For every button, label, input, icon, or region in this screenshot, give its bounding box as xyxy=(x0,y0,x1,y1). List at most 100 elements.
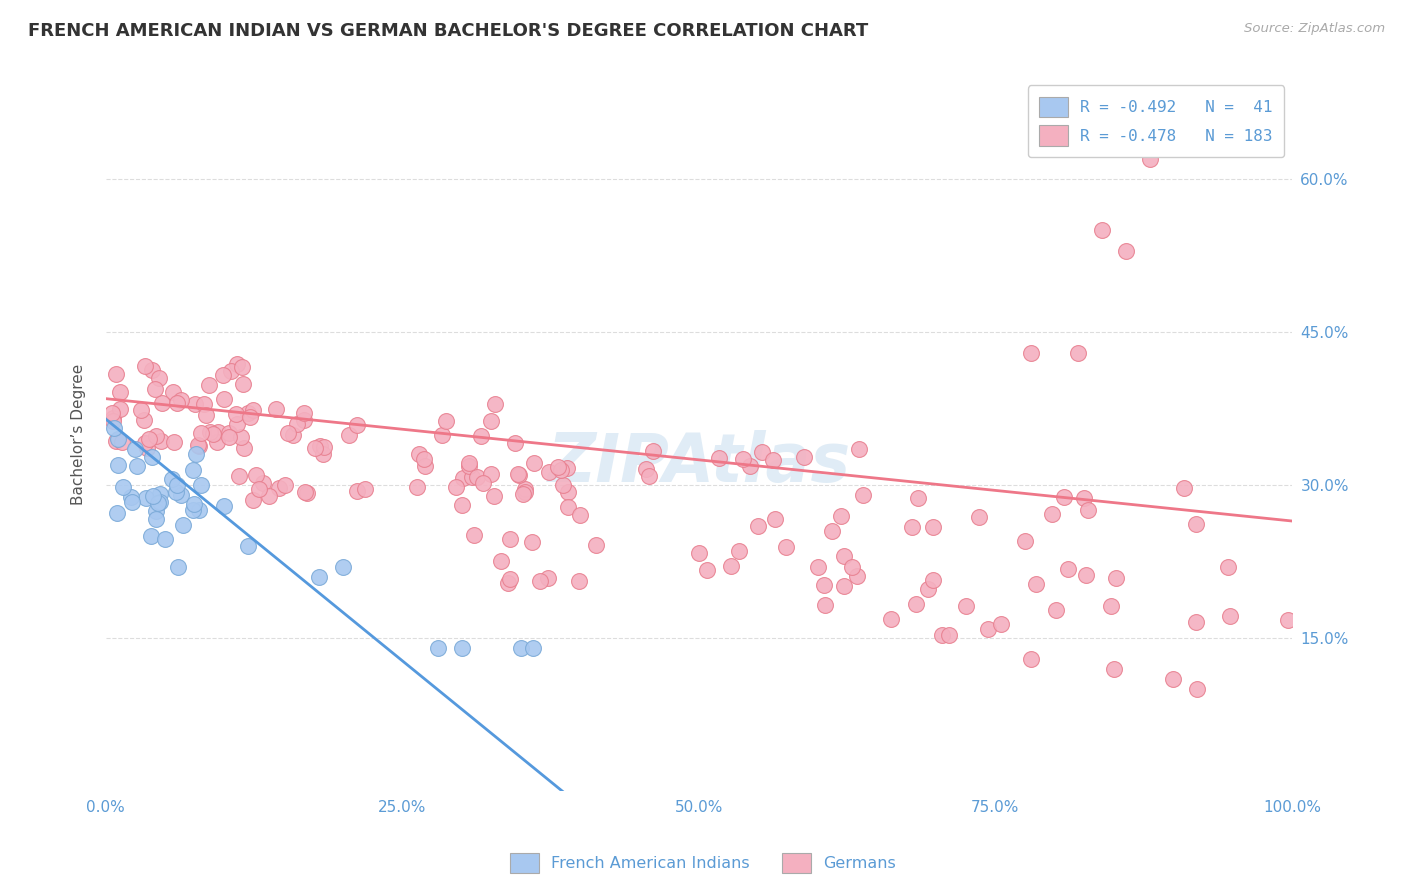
Point xyxy=(522,535,544,549)
Point xyxy=(813,578,835,592)
Point xyxy=(484,489,506,503)
Point xyxy=(458,456,481,470)
Point xyxy=(969,510,991,524)
Point xyxy=(458,458,481,473)
Point xyxy=(231,359,253,374)
Point xyxy=(522,641,544,656)
Point xyxy=(740,458,762,473)
Point xyxy=(257,489,280,503)
Text: Source: ZipAtlas.com: Source: ZipAtlas.com xyxy=(1244,22,1385,36)
Point xyxy=(134,359,156,373)
Point xyxy=(508,467,530,482)
Point xyxy=(848,442,870,457)
Point xyxy=(841,559,863,574)
Point xyxy=(145,429,167,443)
Point xyxy=(720,558,742,573)
Point xyxy=(709,451,731,466)
Point xyxy=(1040,507,1063,521)
Point xyxy=(901,520,924,534)
Point xyxy=(197,378,219,392)
Point xyxy=(821,524,844,538)
Point xyxy=(332,560,354,574)
Point xyxy=(346,484,368,499)
Point xyxy=(308,570,330,584)
Point xyxy=(1099,599,1122,613)
Point xyxy=(938,628,960,642)
Point xyxy=(232,376,254,391)
Point xyxy=(211,368,233,382)
Point xyxy=(138,432,160,446)
Point xyxy=(131,402,153,417)
Point xyxy=(107,506,129,520)
Point xyxy=(186,438,208,452)
Point xyxy=(636,462,658,476)
Point xyxy=(1019,651,1042,665)
Point xyxy=(148,496,170,510)
Point xyxy=(283,428,305,442)
Point xyxy=(108,385,131,400)
Point xyxy=(977,622,1000,636)
Point xyxy=(512,486,534,500)
Point xyxy=(1185,682,1208,697)
Point xyxy=(225,407,247,421)
Point xyxy=(193,397,215,411)
Point xyxy=(846,568,869,582)
Point xyxy=(153,533,176,547)
Point xyxy=(292,412,315,426)
Point xyxy=(1163,672,1185,686)
Point xyxy=(513,482,536,496)
Point xyxy=(465,470,488,484)
Point xyxy=(166,478,188,492)
Point xyxy=(550,463,572,477)
Point xyxy=(529,574,551,589)
Point xyxy=(463,528,485,542)
Point xyxy=(143,383,166,397)
Point xyxy=(1185,516,1208,531)
Point xyxy=(498,532,520,546)
Point xyxy=(145,512,167,526)
Point xyxy=(167,559,190,574)
Point xyxy=(406,480,429,494)
Point xyxy=(931,627,953,641)
Point xyxy=(832,549,855,564)
Point xyxy=(775,540,797,554)
Point xyxy=(149,494,172,508)
Point xyxy=(1102,662,1125,676)
Point xyxy=(207,425,229,439)
Point xyxy=(472,476,495,491)
Point xyxy=(247,482,270,496)
Point xyxy=(152,395,174,409)
Point xyxy=(1139,152,1161,166)
Point xyxy=(1025,576,1047,591)
Point xyxy=(1053,490,1076,504)
Point xyxy=(165,484,187,499)
Point xyxy=(181,463,204,477)
Point xyxy=(170,488,193,502)
Point xyxy=(479,414,502,428)
Point xyxy=(304,442,326,456)
Point xyxy=(555,461,578,475)
Point xyxy=(1067,345,1090,359)
Point xyxy=(294,485,316,500)
Point xyxy=(489,554,512,568)
Point xyxy=(101,410,124,425)
Point xyxy=(1073,491,1095,505)
Point xyxy=(922,520,945,534)
Point xyxy=(426,641,449,656)
Point xyxy=(731,451,754,466)
Point xyxy=(1019,345,1042,359)
Point xyxy=(134,491,156,505)
Point xyxy=(297,486,319,500)
Point xyxy=(110,401,132,416)
Point xyxy=(762,453,785,467)
Point xyxy=(496,576,519,591)
Point xyxy=(139,528,162,542)
Point xyxy=(484,397,506,411)
Point xyxy=(145,504,167,518)
Point xyxy=(461,470,484,484)
Point xyxy=(166,396,188,410)
Point xyxy=(183,497,205,511)
Point xyxy=(1014,533,1036,548)
Point xyxy=(696,563,718,577)
Point xyxy=(149,434,172,449)
